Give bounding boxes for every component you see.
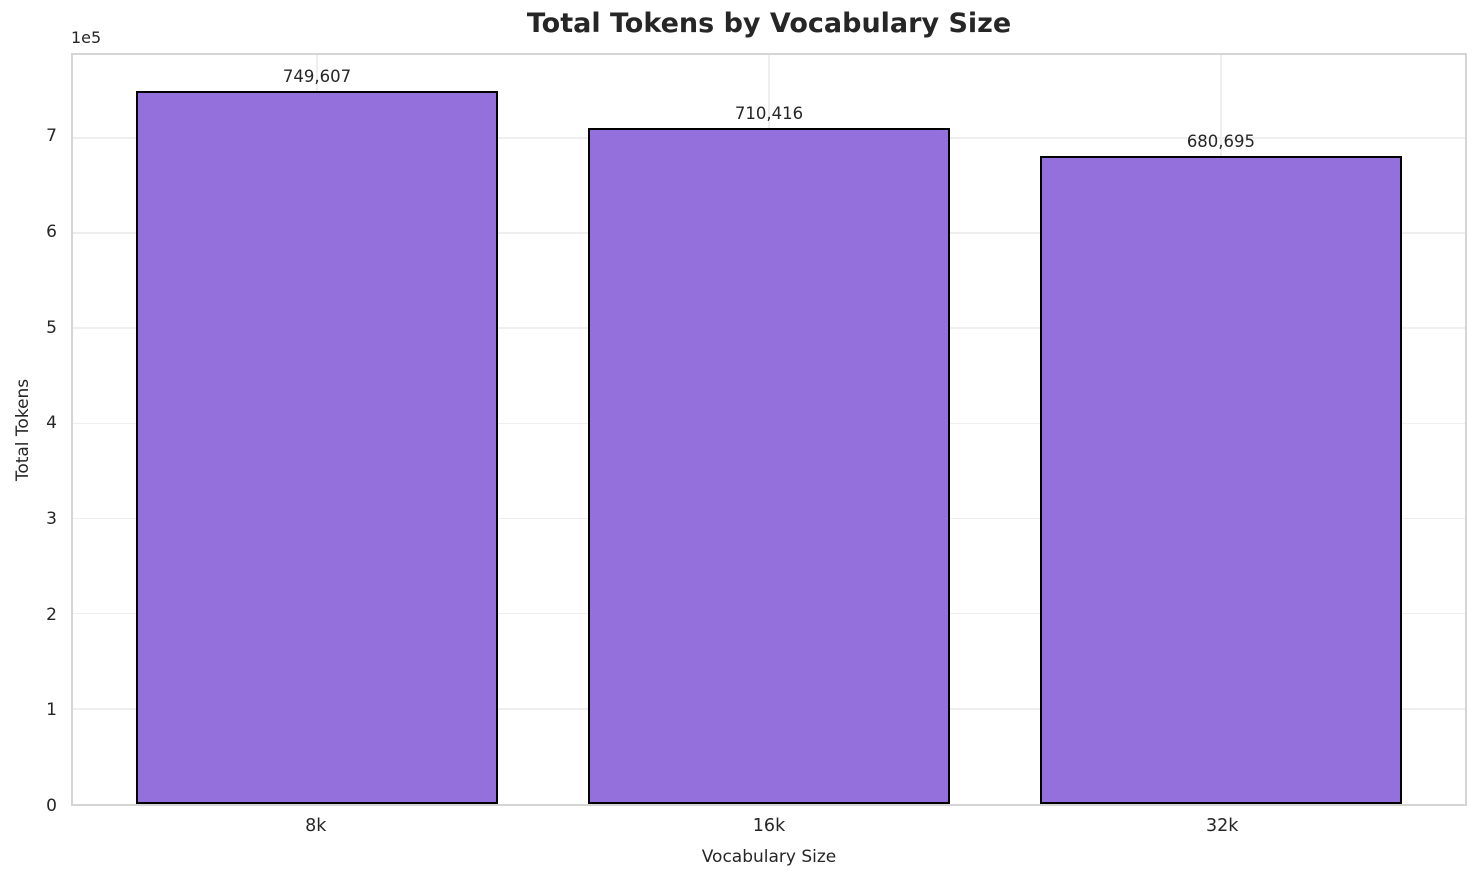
y-tick-label: 5 — [46, 317, 57, 338]
bar — [136, 90, 498, 804]
x-tick-label: 8k — [305, 816, 327, 836]
chart-title: Total Tokens by Vocabulary Size — [526, 8, 1012, 39]
bar-slot: 710,416 — [588, 55, 950, 804]
y-tick-label: 0 — [46, 796, 57, 816]
bar — [1040, 156, 1402, 804]
plot-area: 749,607 710,416 680,695 — [71, 53, 1467, 806]
y-tick-label: 3 — [46, 508, 57, 529]
y-axis-offset-label: 1e5 — [71, 28, 102, 47]
y-tick-label: 1 — [46, 700, 57, 721]
bar — [588, 127, 950, 804]
x-tick-label: 32k — [1206, 816, 1239, 836]
y-tick-label: 4 — [46, 413, 57, 434]
x-axis-ticks: 8k 16k 32k — [71, 816, 1467, 842]
x-tick-label: 16k — [752, 816, 786, 836]
bar-slot: 680,695 — [1040, 55, 1402, 804]
bar-value-label: 680,695 — [1186, 132, 1256, 152]
y-tick-label: 7 — [46, 126, 57, 147]
y-tick-label: 2 — [46, 604, 57, 625]
y-axis-ticks: 0 1 2 3 4 5 6 7 — [0, 53, 57, 816]
bar-value-label: 710,416 — [734, 103, 804, 123]
bar-slot: 749,607 — [136, 55, 498, 804]
x-axis-label: Vocabulary Size — [701, 847, 837, 867]
bar-value-label: 749,607 — [282, 66, 352, 86]
y-tick-label: 6 — [46, 221, 57, 242]
